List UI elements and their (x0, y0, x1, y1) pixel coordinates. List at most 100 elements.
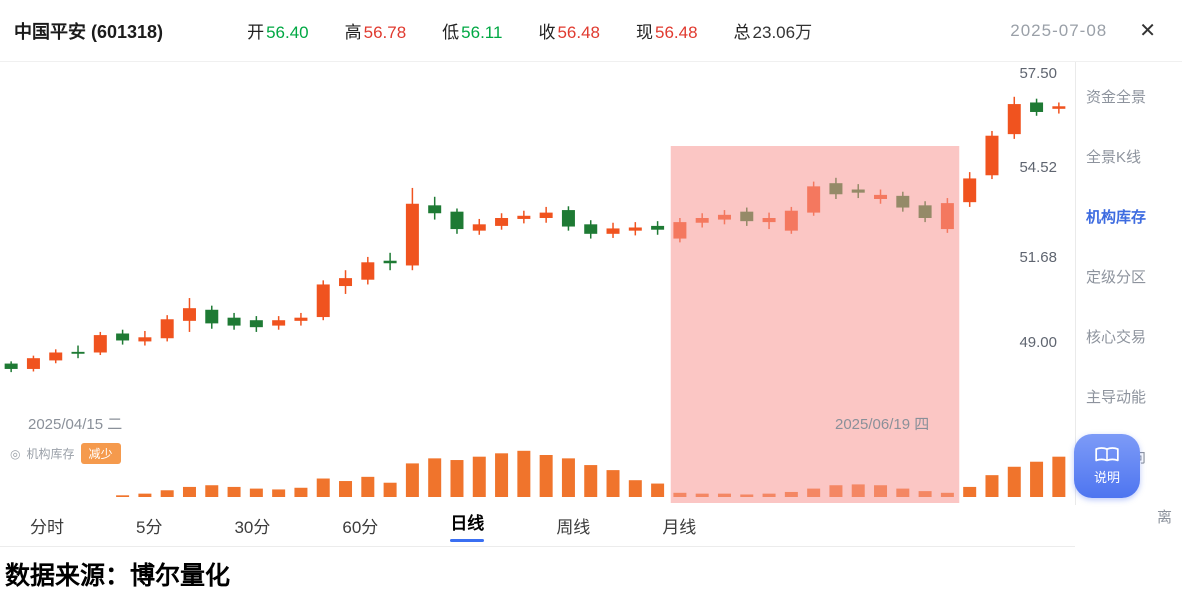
volume-bar (405, 463, 419, 497)
volume-bar (138, 493, 152, 497)
close-icon[interactable]: ✕ (1139, 19, 1156, 42)
candle (160, 315, 174, 342)
candle-body (93, 335, 107, 353)
stat-label: 开 (247, 23, 265, 42)
volume-bar (383, 482, 397, 497)
stat-现: 现 56.48 (636, 18, 698, 43)
stat-value: 56.78 (363, 23, 407, 42)
sidebar-item-离[interactable]: 离 (1156, 509, 1172, 526)
period-tabs: 分时 5分 30分 60分 日线 周线 月线 (0, 505, 1075, 547)
stat-低: 低 56.11 (442, 18, 502, 43)
explain-label: 说明 (1093, 470, 1120, 485)
highlight-region (670, 445, 960, 503)
volume-bar (428, 458, 442, 497)
volume-bar (963, 486, 977, 497)
volume-bar (227, 486, 241, 497)
stat-value: 56.11 (461, 23, 503, 42)
candle-body (205, 309, 219, 324)
tab-周线[interactable]: 周线 (556, 518, 591, 537)
stat-value: 23.06万 (752, 23, 813, 42)
volume-bar (985, 475, 999, 497)
stock-title: 中国平安 (601318) (14, 21, 164, 42)
volume-bar (606, 470, 620, 497)
volume-bar (628, 480, 642, 497)
data-source: 数据来源：博尔量化 (5, 562, 231, 590)
y-axis-label: 51.68 (1019, 249, 1057, 267)
indicator-badge: 减少 (80, 443, 121, 464)
sidebar-item-机构库存[interactable]: 机构库存 (1086, 209, 1147, 226)
stat-收: 收 56.48 (538, 18, 600, 43)
price-chart[interactable] (0, 62, 1075, 445)
sidebar-item-定级分区[interactable]: 定级分区 (1086, 269, 1147, 286)
highlight-region (670, 146, 960, 445)
volume-bar (651, 483, 665, 497)
candle (428, 196, 442, 220)
stat-开: 开 56.40 (247, 18, 309, 43)
candle (116, 329, 130, 345)
tab-月线[interactable]: 月线 (662, 518, 697, 537)
volume-bar (1007, 466, 1021, 497)
candle (26, 355, 40, 372)
candle-body (584, 224, 598, 234)
indicator-label: 机构库存 (26, 447, 75, 461)
volume-bar (160, 490, 174, 497)
candle-body (963, 178, 977, 203)
volume-bar (316, 478, 330, 497)
tab-30分[interactable]: 30分 (234, 518, 271, 537)
candle (495, 213, 509, 230)
candle (539, 206, 553, 223)
candle-body (1052, 106, 1066, 109)
volume-bar (517, 450, 531, 497)
header-date: 2025-07-08 (1010, 20, 1108, 40)
stat-label: 高 (344, 23, 362, 42)
header: 中国平安 (601318) 开 56.40 高 56.78 低 56.11 收 56.48 现 5… (0, 0, 1182, 62)
candle (405, 187, 419, 271)
candle-body (472, 224, 486, 231)
candle-body (294, 317, 308, 321)
tab-日线[interactable]: 日线 (450, 509, 484, 542)
candle-body (495, 217, 509, 226)
candle (1030, 98, 1044, 116)
volume-bar (584, 465, 598, 497)
volume-bar (1052, 456, 1066, 497)
candle-body (606, 228, 620, 234)
candle-body (182, 308, 196, 321)
candle (963, 172, 977, 207)
volume-bar (272, 489, 286, 497)
indicator-icon: ◎ (10, 446, 21, 461)
sidebar-item-全景K线[interactable]: 全景K线 (1086, 149, 1142, 166)
candle-body (539, 212, 553, 218)
volume-bar (182, 486, 196, 497)
candle-body (249, 320, 263, 328)
volume-bar (1030, 461, 1044, 497)
volume-bar (249, 488, 263, 497)
tab-60分[interactable]: 60分 (342, 518, 379, 537)
candle (4, 361, 18, 373)
y-axis-label: 49.00 (1019, 333, 1057, 351)
candle-body (1007, 104, 1021, 135)
candle-body (517, 215, 531, 219)
stat-高: 高 56.78 (345, 18, 407, 43)
sidebar-item-资金全景[interactable]: 资金全景 (1086, 89, 1147, 106)
candle (138, 330, 152, 346)
tab-分时[interactable]: 分时 (30, 518, 64, 537)
volume-bar (294, 487, 308, 497)
volume-bar (339, 481, 353, 497)
candle (316, 280, 330, 321)
tab-5分[interactable]: 5分 (136, 518, 163, 537)
volume-bar (205, 485, 219, 497)
candle (985, 130, 999, 180)
candle (182, 298, 196, 332)
candle-body (49, 352, 63, 361)
candle-body (26, 358, 40, 369)
y-axis-label: 57.50 (1019, 65, 1057, 82)
candle-body (428, 205, 442, 214)
candle (517, 210, 531, 224)
candle-body (138, 337, 152, 342)
indicator-row: ◎ 机构库存 减少 (10, 443, 121, 464)
volume-bar (116, 495, 130, 497)
sidebar-item-核心交易[interactable]: 核心交易 (1086, 329, 1147, 346)
y-axis-label: 54.52 (1019, 159, 1057, 177)
sidebar-item-主导动能[interactable]: 主导动能 (1086, 389, 1147, 406)
explain-button[interactable]: 说明 (1074, 434, 1140, 498)
